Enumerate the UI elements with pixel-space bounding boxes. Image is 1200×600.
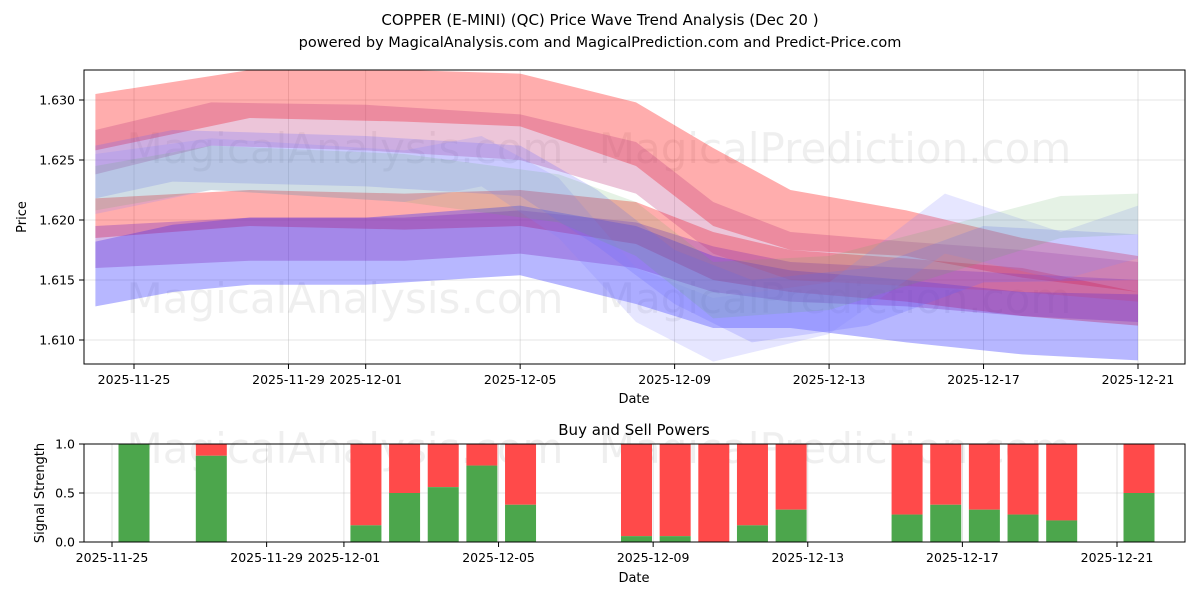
price-y-ticks: 1.610 1.615 1.620 1.625 1.630 bbox=[39, 93, 84, 348]
signal-y-ticks: 0.0 0.5 1.0 bbox=[55, 437, 84, 550]
sell-bar bbox=[1007, 444, 1039, 515]
price-band-red-upper bbox=[95, 70, 1138, 292]
signal-x-label: Date bbox=[618, 571, 649, 586]
watermark-analysis-2: MagicalAnalysis.com bbox=[127, 274, 564, 323]
buy-bar bbox=[1046, 520, 1078, 542]
chart-title: COPPER (E-MINI) (QC) Price Wave Trend An… bbox=[381, 11, 818, 29]
sell-bar bbox=[736, 444, 768, 526]
price-y-tick-label: 1.625 bbox=[39, 153, 75, 168]
buy-bar bbox=[736, 525, 768, 542]
watermark-prediction: MagicalPrediction.com bbox=[599, 124, 1072, 173]
buy-bar bbox=[775, 509, 807, 542]
price-x-tick-label: 2025-12-09 bbox=[638, 372, 711, 387]
signal-y-tick-label: 0.0 bbox=[55, 535, 75, 550]
sell-bar bbox=[389, 444, 421, 493]
sell-bar bbox=[930, 444, 962, 505]
buy-bar bbox=[118, 444, 150, 542]
sell-bar bbox=[505, 444, 537, 505]
price-watermarks: MagicalAnalysis.com MagicalPrediction.co… bbox=[127, 124, 1072, 323]
price-plot-background bbox=[84, 70, 1185, 364]
signal-x-tick-label: 2025-12-09 bbox=[617, 550, 690, 565]
signal-x-tick-label: 2025-11-25 bbox=[76, 550, 149, 565]
price-band-blue-wave-2 bbox=[95, 136, 1138, 362]
chart-subtitle: powered by MagicalAnalysis.com and Magic… bbox=[299, 35, 902, 51]
price-x-tick-label: 2025-11-29 bbox=[252, 372, 325, 387]
price-x-tick-label: 2025-12-17 bbox=[947, 372, 1020, 387]
buy-bar bbox=[659, 536, 691, 542]
price-x-ticks: 2025-11-25 2025-11-29 2025-12-01 2025-12-05… bbox=[98, 364, 1175, 387]
signal-x-ticks: 2025-11-25 2025-11-29 2025-12-01 2025-12-05… bbox=[76, 542, 1154, 565]
buy-bar bbox=[891, 514, 923, 542]
signal-x-tick-label: 2025-12-05 bbox=[462, 550, 535, 565]
sell-bar bbox=[1046, 444, 1078, 521]
signal-y-label: Signal Strength bbox=[33, 443, 48, 543]
buy-bar bbox=[621, 536, 653, 542]
sell-bar bbox=[1123, 444, 1155, 493]
sell-bar bbox=[427, 444, 459, 488]
price-band-red-lower bbox=[95, 190, 1138, 326]
price-band-green-wave bbox=[95, 145, 1138, 319]
signal-bars bbox=[118, 444, 1155, 542]
signal-x-tick-label: 2025-12-17 bbox=[926, 550, 999, 565]
signal-x-tick-label: 2025-11-29 bbox=[230, 550, 303, 565]
price-chart: MagicalAnalysis.com MagicalPrediction.co… bbox=[15, 69, 1186, 407]
sell-bar bbox=[698, 444, 730, 542]
buy-bar bbox=[1123, 493, 1155, 542]
price-x-tick-label: 2025-12-05 bbox=[484, 372, 557, 387]
signal-x-tick-label: 2025-12-13 bbox=[771, 550, 844, 565]
sell-bar bbox=[350, 444, 382, 526]
price-y-label: Price bbox=[15, 201, 30, 233]
sell-bar bbox=[195, 444, 227, 456]
sell-bar bbox=[968, 444, 1000, 510]
price-x-tick-label: 2025-11-25 bbox=[98, 372, 171, 387]
price-grid bbox=[84, 70, 1185, 364]
buy-bar bbox=[505, 504, 537, 542]
price-band-blue-lower bbox=[95, 205, 1138, 361]
price-y-tick-label: 1.630 bbox=[39, 93, 75, 108]
signal-y-tick-label: 1.0 bbox=[55, 437, 75, 452]
price-x-tick-label: 2025-12-21 bbox=[1102, 372, 1175, 387]
price-x-label: Date bbox=[618, 392, 649, 407]
signal-watermarks: MagicalAnalysis.com MagicalPrediction.co… bbox=[127, 424, 1072, 473]
watermark-analysis: MagicalAnalysis.com bbox=[127, 124, 564, 173]
buy-bar bbox=[1007, 514, 1039, 542]
buy-bar bbox=[389, 493, 421, 542]
price-y-tick-label: 1.620 bbox=[39, 213, 75, 228]
watermark-prediction-2: MagicalPrediction.com bbox=[599, 274, 1072, 323]
buy-bar bbox=[195, 455, 227, 542]
price-x-tick-label: 2025-12-13 bbox=[793, 372, 866, 387]
buy-bar bbox=[350, 525, 382, 542]
buy-bar bbox=[427, 487, 459, 542]
signal-chart-title: Buy and Sell Powers bbox=[558, 421, 710, 439]
price-x-tick-label: 2025-12-01 bbox=[329, 372, 402, 387]
buy-bar bbox=[466, 465, 498, 542]
sell-bar bbox=[659, 444, 691, 537]
signal-x-tick-label: 2025-12-21 bbox=[1081, 550, 1154, 565]
buy-bar bbox=[930, 504, 962, 542]
price-bands bbox=[95, 70, 1138, 362]
sell-bar bbox=[466, 444, 498, 466]
sell-bar bbox=[775, 444, 807, 510]
sell-bar bbox=[891, 444, 923, 515]
price-plot-frame bbox=[83, 69, 1186, 365]
signal-x-tick-label: 2025-12-01 bbox=[308, 550, 381, 565]
signal-chart: Buy and Sell Powers MagicalAnalysis.com … bbox=[33, 421, 1186, 586]
price-band-blue-wave-1 bbox=[95, 130, 1138, 343]
price-y-tick-label: 1.615 bbox=[39, 273, 75, 288]
sell-bar bbox=[621, 444, 653, 537]
signal-watermark-analysis: MagicalAnalysis.com bbox=[127, 424, 564, 473]
price-band-purple-mid bbox=[95, 210, 1138, 322]
price-band-pink-mid bbox=[95, 102, 1138, 302]
buy-bar bbox=[968, 509, 1000, 542]
price-y-tick-label: 1.610 bbox=[39, 333, 75, 348]
signal-y-tick-label: 0.5 bbox=[55, 486, 75, 501]
